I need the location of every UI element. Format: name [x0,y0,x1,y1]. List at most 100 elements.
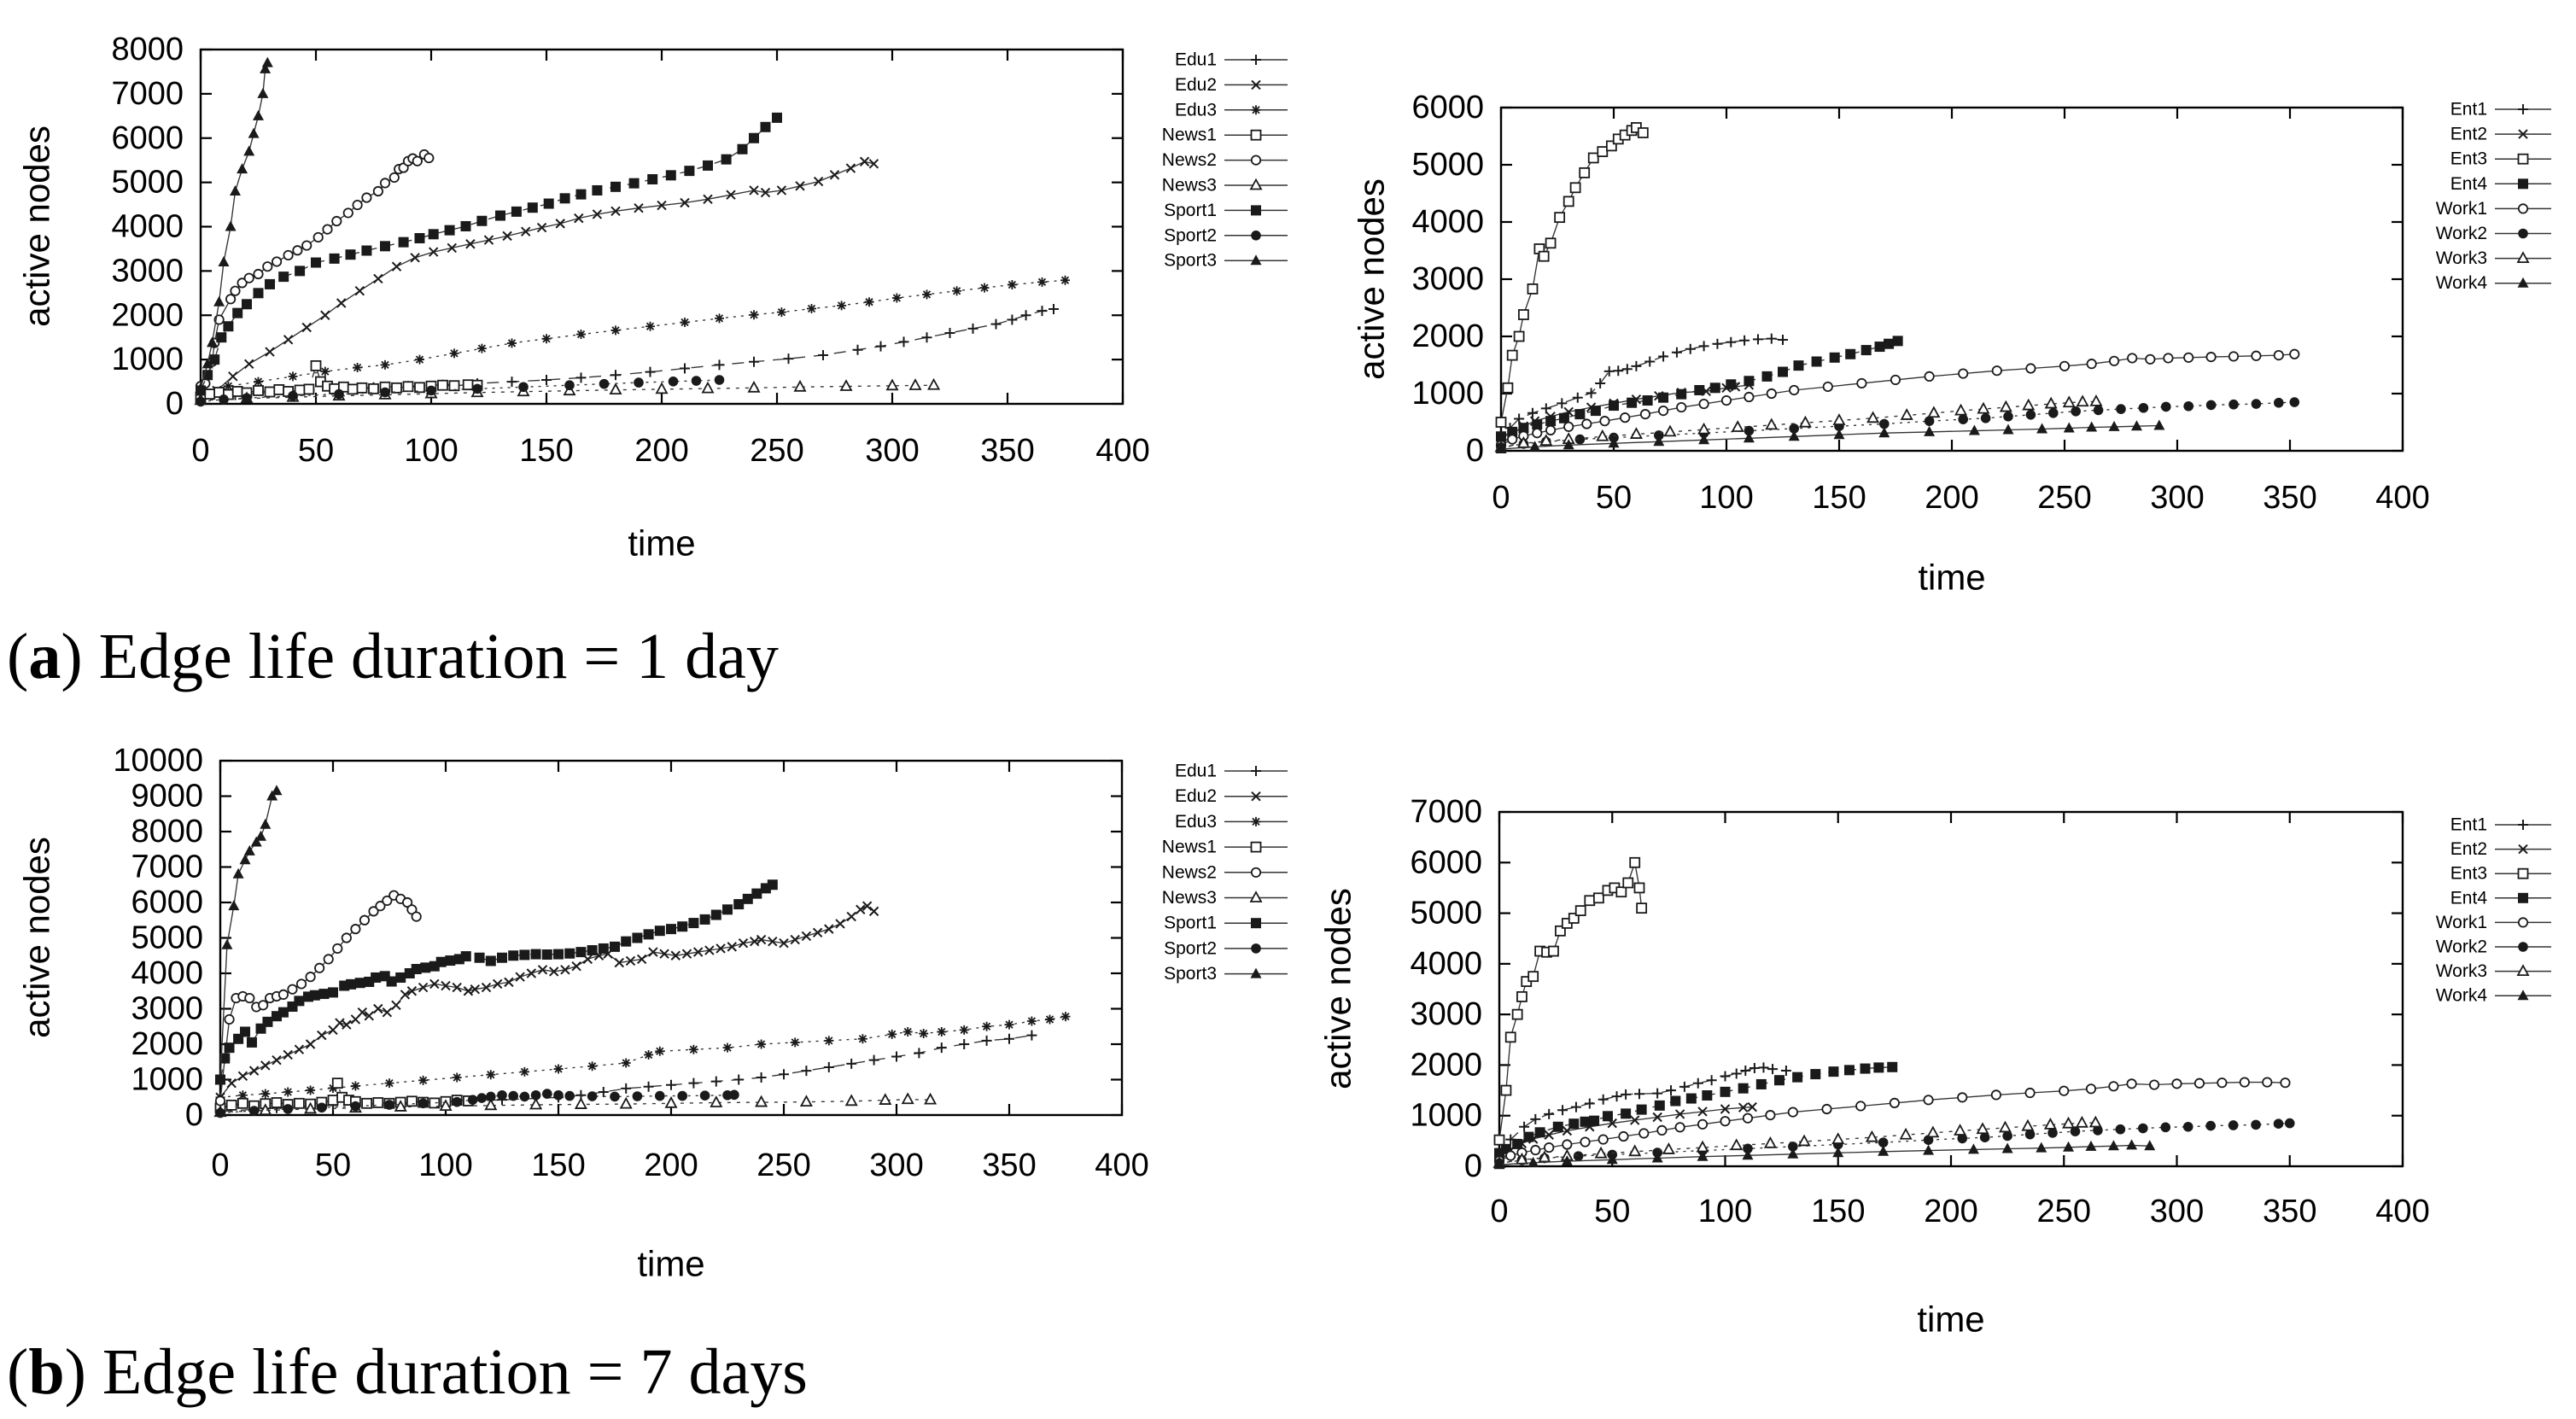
legend-item-work1: Work1 [2436,199,2551,219]
svg-text:Edu1: Edu1 [1175,50,1217,70]
svg-text:100: 100 [418,1147,472,1183]
svg-text:300: 300 [2150,480,2204,516]
svg-text:7000: 7000 [131,850,203,885]
caption-b-letter: b [28,1336,65,1408]
series-news2-b-left [214,890,422,1107]
svg-text:6000: 6000 [111,120,184,156]
legend-item-ent2: Ent2 [2450,839,2551,859]
svg-text:6000: 6000 [1410,844,1482,880]
svg-text:250: 250 [756,1147,810,1183]
svg-text:100: 100 [404,433,458,469]
axes-b-left: 0 50 100 150 200 250 300 350 4000100020003000400… [17,743,1149,1284]
svg-text:400: 400 [2375,1194,2429,1229]
series-sport1-a-left [196,112,782,396]
series-edu3-b-left [215,1012,1071,1102]
legend-item-sport3: Sport3 [1164,964,1288,984]
series-work1-a-right [1495,348,2300,451]
legend-item-ent3: Ent3 [2450,149,2551,169]
svg-text:Sport2: Sport2 [1164,938,1217,958]
svg-text:50: 50 [315,1147,351,1183]
svg-text:0: 0 [1464,1148,1482,1184]
legend-item-work3: Work3 [2436,961,2551,981]
series-ent4-b-right [1494,1061,1898,1159]
svg-text:200: 200 [1924,1194,1977,1229]
svg-text:0: 0 [191,433,209,469]
svg-text:Ent2: Ent2 [2450,839,2487,859]
svg-text:50: 50 [1594,1194,1630,1229]
svg-text:1000: 1000 [111,342,184,377]
legend-item-work4: Work4 [2436,986,2551,1006]
svg-text:Ent3: Ent3 [2450,149,2487,169]
series-sport3-a-left [195,56,273,393]
legend-item-work2: Work2 [2436,937,2551,957]
svg-text:0: 0 [1490,1194,1508,1229]
svg-text:Work1: Work1 [2436,913,2487,932]
svg-text:0: 0 [1492,480,1510,516]
svg-text:News1: News1 [1162,126,1217,145]
svg-text:2000: 2000 [1411,318,1484,354]
svg-text:50: 50 [298,433,334,469]
legend-item-news3: News3 [1162,176,1288,196]
caption-a-paren-open: ( [7,621,29,692]
series-news2-a-left [195,149,435,392]
legend-b-right: Ent1 Ent2 Ent3 Ent4 Work1 Work2 Work3 Work4 [2436,815,2551,1006]
svg-text:100: 100 [1699,480,1753,516]
svg-text:News1: News1 [1162,838,1217,857]
svg-text:8000: 8000 [131,814,203,850]
svg-text:150: 150 [531,1147,585,1183]
svg-text:0: 0 [166,386,184,422]
caption-b-paren-open: ( [7,1336,29,1408]
chart-a-left: 0 50 100 150 200 250 300 350 4000100020003000400… [17,32,1288,564]
svg-text:Ent4: Ent4 [2450,888,2488,908]
svg-text:400: 400 [1095,433,1149,469]
series-ent4-a-right [1496,336,1903,442]
legend-item-news3: News3 [1162,888,1288,908]
svg-text:0: 0 [211,1147,229,1183]
svg-text:350: 350 [980,433,1034,469]
legend-item-news2: News2 [1162,862,1288,882]
x-axis-label: time [628,523,695,564]
legend-item-edu3: Edu3 [1175,100,1288,120]
y-axis-label: active nodes [17,837,57,1038]
svg-text:Ent2: Ent2 [2450,125,2487,144]
svg-text:150: 150 [519,433,573,469]
svg-text:1000: 1000 [131,1062,203,1098]
series-sport2-a-left [196,375,725,407]
y-axis-label: active nodes [1318,888,1358,1089]
x-axis-label: time [637,1244,704,1284]
svg-text:Edu2: Edu2 [1175,75,1217,95]
svg-text:10000: 10000 [113,743,203,779]
svg-text:4000: 4000 [1411,204,1484,240]
caption-b: (b) Edge life duration = 7 days [7,1332,808,1413]
legend-a-left: Edu1 Edu2 Edu3 News1 News2 News3 Sport1 Sport2 S… [1162,50,1288,271]
svg-text:3000: 3000 [1411,261,1484,297]
y-axis-label: active nodes [17,126,57,327]
svg-text:200: 200 [634,433,688,469]
svg-text:200: 200 [1925,480,1978,516]
legend-item-ent1: Ent1 [2450,815,2551,835]
svg-text:4000: 4000 [111,209,184,245]
legend-item-sport2: Sport2 [1164,225,1288,245]
chart-a-right: 0 50 100 150 200 250 300 350 4000100020003000400… [1352,90,2551,598]
legend-item-ent4: Ent4 [2450,888,2551,908]
legend-item-ent2: Ent2 [2450,125,2551,144]
svg-text:News2: News2 [1162,862,1217,882]
svg-text:Edu2: Edu2 [1175,786,1217,806]
legend-item-ent3: Ent3 [2450,864,2551,884]
legend-item-news2: News2 [1162,150,1288,170]
series-edu3-a-left [196,275,1070,395]
svg-text:Sport1: Sport1 [1164,914,1217,933]
svg-text:150: 150 [1811,1194,1865,1229]
caption-a-letter: a [28,621,61,692]
svg-text:300: 300 [869,1147,923,1183]
svg-text:8000: 8000 [111,32,184,67]
svg-text:Edu3: Edu3 [1175,100,1217,120]
svg-text:6000: 6000 [131,885,203,920]
svg-text:350: 350 [2263,480,2316,516]
chart-b-left: 0 50 100 150 200 250 300 350 4000100020003000400… [17,743,1288,1284]
legend-item-ent1: Ent1 [2450,100,2551,120]
axes-a-right: 0 50 100 150 200 250 300 350 4000100020003000400… [1352,90,2430,598]
svg-text:Ent1: Ent1 [2450,815,2487,835]
